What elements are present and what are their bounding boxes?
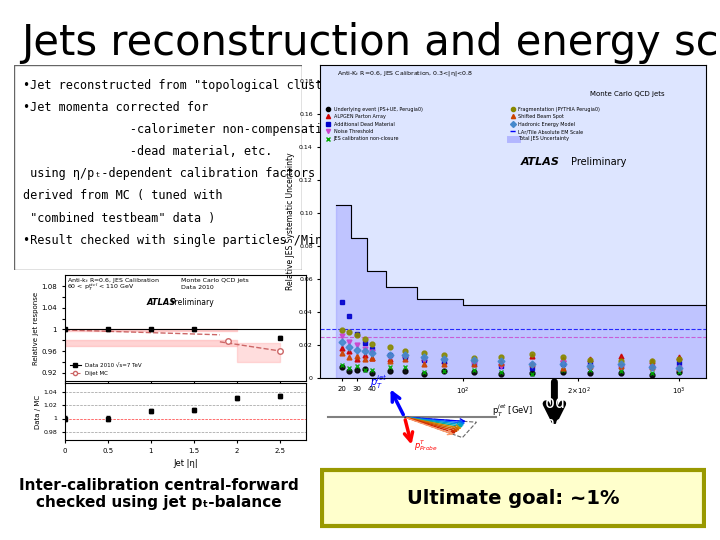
Text: •Jet momenta corrected for: •Jet momenta corrected for: [23, 101, 208, 114]
FancyBboxPatch shape: [14, 65, 302, 270]
X-axis label: p$_T^{jet}$ [GeV]: p$_T^{jet}$ [GeV]: [492, 402, 534, 418]
Legend: Fragmentation (PYTHIA Perugia0), Shifted Beam Spot, Hadronic Energy Model, LAr/T: Fragmentation (PYTHIA Perugia0), Shifted…: [508, 105, 602, 144]
Text: Anti-k$_t$ R=0.6, JES Calibration: Anti-k$_t$ R=0.6, JES Calibration: [66, 276, 160, 286]
Text: ATLAS: ATLAS: [521, 157, 559, 167]
Legend: Data 2010 √s=7 TeV, Dijet MC: Data 2010 √s=7 TeV, Dijet MC: [68, 360, 144, 378]
Y-axis label: Data / MC: Data / MC: [35, 395, 40, 429]
FancyBboxPatch shape: [323, 470, 703, 526]
Text: Anti-K$_t$ R=0.6, JES Calibration, 0.3<|η|<0.8: Anti-K$_t$ R=0.6, JES Calibration, 0.3<|…: [337, 69, 473, 78]
Text: •Jet reconstructed from "topological clusters": •Jet reconstructed from "topological clu…: [23, 79, 351, 92]
Text: Ultimate goal: ~1%: Ultimate goal: ~1%: [407, 489, 619, 508]
Text: ATLAS: ATLAS: [147, 298, 176, 307]
Y-axis label: Relative jet response: Relative jet response: [32, 292, 39, 364]
Text: Today JES
known to : ~ 7%: Today JES known to : ~ 7%: [535, 394, 685, 433]
Text: derived from MC ( tuned with: derived from MC ( tuned with: [23, 190, 222, 202]
Text: -dead material, etc.: -dead material, etc.: [23, 145, 272, 158]
Text: Inter-calibration central-forward
checked using jet pₜ-balance: Inter-calibration central-forward checke…: [19, 478, 298, 510]
Text: $p_T^{jet}$: $p_T^{jet}$: [370, 373, 388, 391]
Text: using η/pₜ-dependent calibration factors: using η/pₜ-dependent calibration factors: [23, 167, 315, 180]
Text: "combined testbeam" data ): "combined testbeam" data ): [23, 212, 215, 225]
X-axis label: Jet |η|: Jet |η|: [173, 460, 198, 468]
Text: Monte Carlo QCD jets: Monte Carlo QCD jets: [181, 279, 249, 284]
Y-axis label: Relative JES Systematic Uncertainty: Relative JES Systematic Uncertainty: [286, 153, 295, 290]
Text: 60 < p$_T^{ptcl}$ < 110 GeV: 60 < p$_T^{ptcl}$ < 110 GeV: [66, 281, 134, 293]
Text: Preliminary: Preliminary: [571, 157, 626, 167]
Text: Monte Carlo QCD jets: Monte Carlo QCD jets: [590, 91, 665, 97]
Text: -calorimeter non-compensation: -calorimeter non-compensation: [23, 123, 336, 136]
Text: Data 2010: Data 2010: [181, 285, 214, 290]
Text: •Result checked with single particles /Min bias: •Result checked with single particles /M…: [23, 234, 358, 247]
Text: Jets reconstruction and energy scale: Jets reconstruction and energy scale: [22, 22, 720, 64]
Text: $p_{Probe}^T$: $p_{Probe}^T$: [414, 438, 438, 453]
Text: Preliminary: Preliminary: [170, 298, 214, 307]
